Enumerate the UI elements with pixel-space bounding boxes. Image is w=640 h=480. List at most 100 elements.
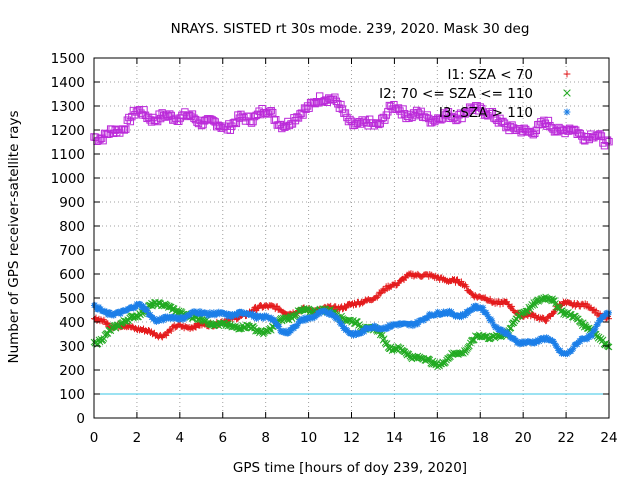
data-point [103, 319, 110, 326]
data-point [597, 132, 606, 140]
x-tick-label: 18 [472, 430, 489, 446]
data-point [584, 301, 591, 308]
data-point [163, 332, 170, 339]
y-tick-label: 0 [76, 411, 85, 427]
series-4 [90, 92, 613, 150]
y-tick-label: 900 [59, 195, 85, 211]
data-point [255, 327, 262, 335]
x-tick-label: 10 [300, 430, 317, 446]
data-point [276, 323, 283, 330]
legend-label: I1: SZA < 70 [447, 67, 533, 83]
data-point [414, 352, 422, 360]
y-tick-label: 600 [59, 267, 85, 283]
data-point [341, 109, 350, 117]
legend-item-3: I3: SZA > 110 [439, 105, 571, 121]
data-point [122, 125, 130, 133]
data-point [442, 359, 449, 366]
data-point [226, 126, 235, 134]
y-tick-label: 100 [59, 387, 85, 403]
data-point [550, 310, 557, 317]
y-tick-label: 1200 [51, 123, 85, 139]
x-tick-label: 6 [218, 430, 227, 446]
y-tick-label: 1400 [51, 75, 85, 91]
y-tick-label: 1000 [51, 171, 85, 187]
x-tick-label: 0 [90, 430, 99, 446]
x-tick-label: 16 [429, 430, 446, 446]
chart-title: NRAYS. SISTED rt 30s mode. 239, 2020. Ma… [171, 21, 530, 37]
data-point [508, 303, 515, 310]
data-point [120, 126, 128, 134]
data-point [267, 326, 275, 334]
data-point [126, 117, 135, 126]
data-point [603, 136, 612, 144]
data-point [592, 326, 599, 333]
legend-label: I3: SZA > 110 [439, 105, 533, 121]
data-point [335, 316, 342, 323]
x-tick-label: 4 [176, 430, 185, 446]
y-tick-label: 1300 [51, 99, 85, 115]
y-tick-label: 700 [59, 243, 85, 259]
data-point [269, 108, 277, 117]
data-point [434, 273, 441, 280]
x-tick-label: 22 [557, 430, 574, 446]
y-tick-label: 800 [59, 219, 85, 235]
legend-marker [563, 89, 571, 97]
data-point [381, 116, 389, 124]
series-3 [91, 300, 612, 358]
y-tick-label: 200 [59, 363, 85, 379]
data-point [231, 118, 239, 127]
data-point [596, 130, 604, 138]
data-point [480, 304, 487, 311]
data-point [487, 295, 494, 302]
data-point [399, 105, 407, 113]
data-point [589, 333, 596, 340]
data-point [510, 319, 518, 327]
data-point [267, 106, 275, 115]
legend-marker [563, 70, 571, 78]
data-point [454, 276, 461, 283]
y-tick-label: 1100 [51, 147, 85, 163]
data-point [405, 350, 413, 358]
data-point [295, 320, 302, 327]
y-tick-label: 400 [59, 315, 85, 331]
y-axis-label: Number of GPS receiver-satellite rays [6, 110, 22, 363]
y-tick-label: 300 [59, 339, 85, 355]
x-tick-label: 14 [386, 430, 403, 446]
data-point [463, 283, 470, 290]
data-point [337, 100, 345, 109]
legend: I1: SZA < 70 I2: 70 <= SZA <= 110 I3: SZA … [379, 67, 571, 121]
data-point [550, 297, 557, 304]
data-point [388, 347, 396, 354]
data-point [140, 106, 148, 114]
x-tick-label: 2 [133, 430, 142, 446]
data-point [543, 317, 550, 324]
legend-marker [563, 108, 571, 116]
legend-item-1: I1: SZA < 70 [447, 67, 571, 83]
data-point [574, 300, 581, 307]
data-point [518, 309, 526, 317]
legend-item-2: I2: 70 <= SZA <= 110 [379, 86, 571, 102]
x-tick-label: 8 [261, 430, 270, 446]
data-point [383, 340, 391, 347]
data-point [168, 328, 175, 335]
data-point [380, 335, 388, 343]
legend-label: I2: 70 <= SZA <= 110 [379, 86, 533, 102]
data-point [462, 348, 469, 356]
x-tick-label: 12 [343, 430, 360, 446]
data-point [481, 333, 489, 340]
series-layer [90, 92, 613, 371]
data-point [544, 116, 553, 125]
plot-frame [93, 57, 610, 419]
data-point [354, 318, 361, 325]
y-tick-label: 1500 [51, 51, 85, 67]
data-point [343, 304, 350, 311]
data-point [339, 306, 346, 313]
data-point [134, 313, 141, 321]
x-tick-label: 20 [515, 430, 532, 446]
x-axis-label: GPS time [hours of doy 239, 2020] [233, 460, 467, 476]
y-tick-label: 500 [59, 291, 85, 307]
x-tick-label: 24 [600, 430, 617, 446]
ticks: 0100200300400500600700800900100011001200… [51, 51, 618, 446]
data-point [444, 355, 451, 362]
